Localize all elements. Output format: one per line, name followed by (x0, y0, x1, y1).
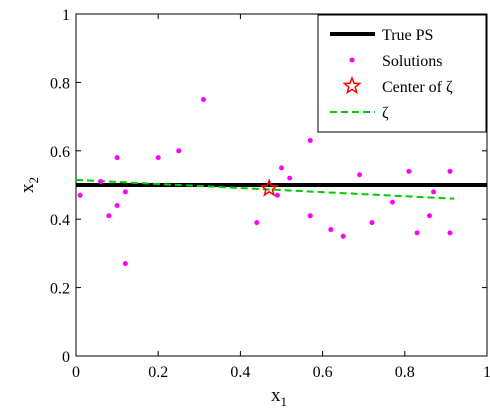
x-tick-label: 0.8 (395, 364, 415, 381)
svg-text:x1: x1 (271, 385, 287, 409)
x-tick-label: 0 (72, 364, 80, 381)
solution-point (106, 213, 112, 219)
axis-label-x: x1 (271, 385, 287, 409)
x-tick-label: 0.2 (148, 364, 168, 381)
plot-area: 0 0.2 0.4 0.6 0.8 1 0 0.2 0.4 0.6 0.8 1 (50, 7, 490, 381)
legend-swatch-solutions (349, 57, 355, 63)
solution-point (279, 165, 284, 171)
solution-point (77, 192, 83, 198)
legend-label-zeta: ζ (382, 105, 389, 122)
solution-point (98, 179, 104, 185)
solution-point (307, 138, 313, 144)
solution-point (406, 168, 412, 174)
x-tick-label: 0.6 (313, 364, 333, 381)
legend-label-true-ps: True PS (382, 27, 433, 44)
y-axis-label: x (17, 183, 38, 193)
y-tick-label: 0 (62, 349, 70, 366)
solution-point (122, 189, 128, 195)
axis-label-y: x2 (17, 177, 41, 193)
solution-point (447, 168, 453, 174)
solution-point (155, 155, 161, 161)
solution-point (254, 220, 260, 226)
y-axis-label-subscript: 2 (26, 177, 41, 184)
solution-point (307, 213, 313, 219)
legend-label-solutions: Solutions (382, 53, 442, 70)
svg-text:x2: x2 (17, 177, 41, 193)
solution-point (447, 230, 453, 236)
solution-point (431, 189, 437, 195)
x-axis-label-subscript: 1 (281, 394, 288, 409)
y-tick-label: 1 (62, 7, 70, 24)
legend-label-center: Center of ζ (382, 79, 453, 96)
y-tick-label: 0.6 (50, 144, 70, 161)
center-star (259, 178, 279, 197)
y-tick-label: 0.8 (50, 75, 70, 92)
solution-point (122, 261, 128, 267)
legend: True PS Solutions Center of ζ ζ (317, 14, 487, 133)
solution-point (114, 203, 120, 209)
solution-point (274, 192, 280, 198)
solution-point (287, 175, 293, 181)
legend-swatch-center-star (342, 75, 362, 95)
y-tick-label: 0.4 (50, 212, 70, 229)
solution-point (176, 148, 182, 154)
solution-point (114, 155, 120, 161)
x-axis-label: x (271, 385, 281, 406)
y-tick-label: 0.2 (50, 281, 70, 298)
x-tick-label: 1 (483, 364, 490, 381)
solution-point (414, 230, 420, 236)
solution-point (369, 220, 375, 226)
solution-point (340, 233, 346, 239)
solution-point (200, 97, 206, 102)
solution-point (357, 172, 363, 178)
solution-point (426, 213, 432, 219)
solution-point (389, 199, 395, 205)
solution-point (328, 226, 334, 232)
x-tick-label: 0.4 (230, 364, 250, 381)
